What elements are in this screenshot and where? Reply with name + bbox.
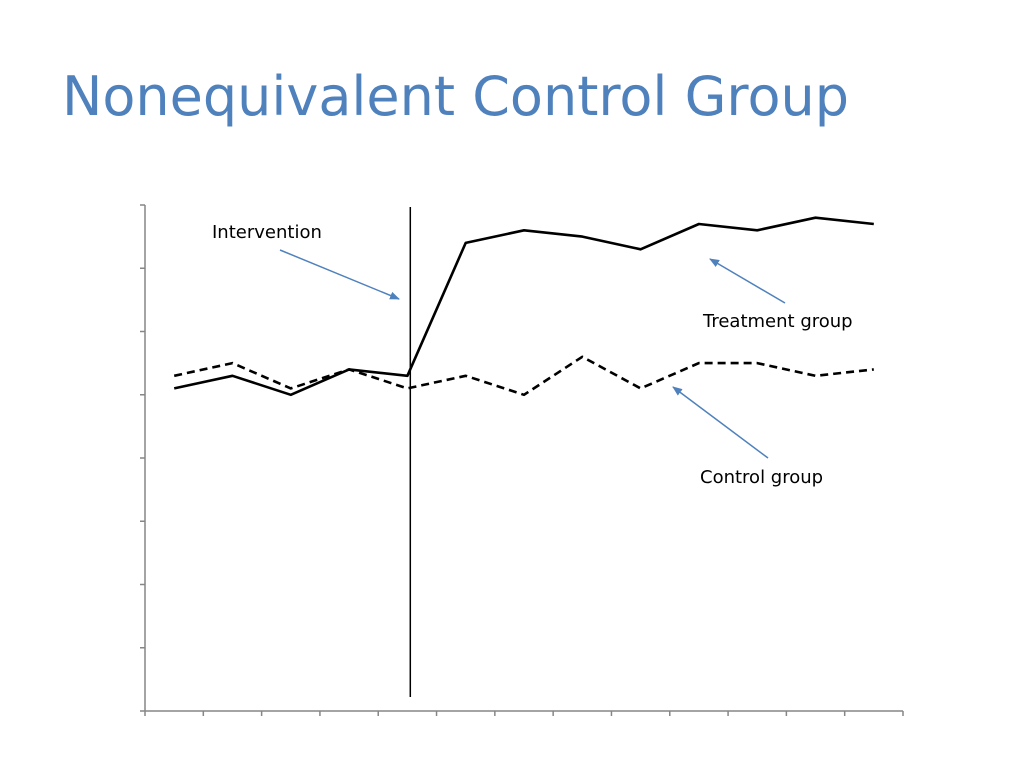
treatment-group-annotation-text: Treatment group [702,311,853,332]
treatment-group-line [173,216,874,397]
series-layer [173,216,874,397]
intervention-annotation-text: Intervention [212,222,322,243]
intervention-annotation-arrow [279,249,400,300]
axes [140,204,904,716]
control-group-line [173,355,874,397]
annotations: Intervention Treatment group Control gro… [212,222,853,488]
treatment-group-annotation-arrow [709,258,786,304]
control-group-annotation-arrow [672,386,769,459]
slide-title: Nonequivalent Control Group [62,65,849,128]
control-group-annotation-text: Control group [700,467,823,488]
